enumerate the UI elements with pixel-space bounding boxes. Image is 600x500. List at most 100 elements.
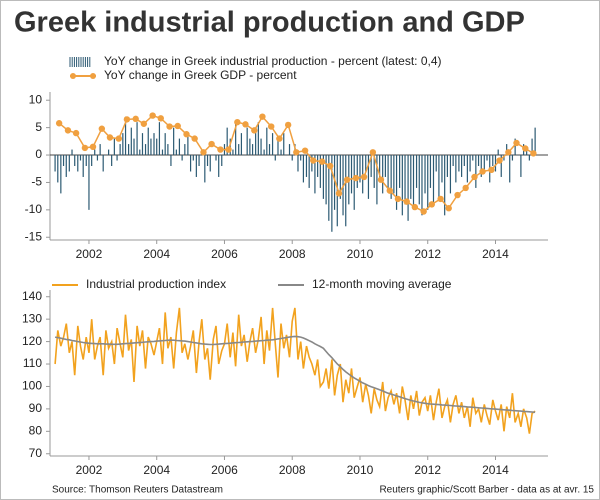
bar <box>255 133 257 156</box>
marker <box>462 184 469 192</box>
marker <box>377 176 385 183</box>
bar <box>204 155 206 183</box>
bar <box>187 133 189 156</box>
y-tick-label: 0 <box>35 147 42 161</box>
marker <box>445 205 452 212</box>
bar <box>99 144 101 156</box>
legend-label: Industrial production index <box>86 277 226 291</box>
bar <box>195 155 197 177</box>
marker <box>64 127 72 134</box>
line <box>54 335 536 414</box>
bar <box>113 138 115 156</box>
bar <box>353 155 355 210</box>
bar <box>339 155 341 199</box>
bar <box>119 144 121 156</box>
bar <box>356 155 358 188</box>
bar <box>221 155 223 166</box>
marker <box>318 158 326 165</box>
y-tick-label: 80 <box>29 423 43 437</box>
marker <box>471 173 478 181</box>
bar <box>526 149 528 156</box>
bar <box>232 149 234 156</box>
marker <box>149 112 156 119</box>
bar <box>122 133 124 156</box>
bar <box>156 138 158 156</box>
marker <box>326 162 334 170</box>
x-tick-label: 2004 <box>143 463 170 477</box>
bar <box>141 133 144 156</box>
bar <box>85 155 87 166</box>
marker <box>89 143 97 151</box>
marker <box>411 203 419 211</box>
bar <box>175 149 177 156</box>
bar <box>452 155 454 166</box>
y-tick-label: 130 <box>22 311 42 325</box>
bar <box>62 155 65 166</box>
bar <box>212 155 214 156</box>
x-tick-label: 2008 <box>279 463 306 477</box>
bar <box>57 155 59 183</box>
bar <box>192 155 194 161</box>
marker <box>530 150 537 157</box>
bar <box>534 127 536 156</box>
bar <box>271 133 274 156</box>
x-tick-label: 2014 <box>482 247 509 261</box>
chart-title: Greek industrial production and GDP <box>14 7 525 39</box>
bar <box>158 122 161 156</box>
marker <box>428 201 435 208</box>
y-tick-label: -5 <box>31 175 42 189</box>
bar <box>418 155 420 205</box>
line <box>54 307 536 434</box>
bar <box>285 155 288 156</box>
bar <box>472 155 474 161</box>
y-tick-label: 5 <box>35 120 42 134</box>
marker <box>488 166 495 174</box>
bar <box>257 122 259 156</box>
bar <box>475 155 477 188</box>
bar <box>88 155 90 210</box>
marker <box>81 144 89 152</box>
bar <box>249 138 251 156</box>
bar <box>198 155 200 166</box>
bar <box>395 155 398 210</box>
legend-swatch <box>70 73 76 79</box>
bar <box>167 144 169 156</box>
marker <box>174 122 181 130</box>
bar <box>178 138 181 156</box>
marker <box>284 121 292 129</box>
bar <box>429 155 432 188</box>
x-tick-label: 2002 <box>76 247 103 261</box>
y-tick-label: 140 <box>22 289 42 303</box>
y-tick-label: 110 <box>23 356 42 370</box>
bar <box>438 155 440 199</box>
bar <box>235 122 237 156</box>
bar <box>412 155 415 210</box>
legend-label: 12-month moving average <box>312 277 452 291</box>
bar <box>297 155 299 172</box>
y-tick-label: 120 <box>22 334 42 348</box>
bar <box>164 133 166 156</box>
marker <box>496 157 503 164</box>
bar <box>509 155 511 183</box>
bar <box>446 155 448 177</box>
bar <box>399 155 401 188</box>
marker <box>217 146 224 153</box>
bar <box>105 155 107 156</box>
marker <box>157 115 164 122</box>
bar <box>331 155 333 232</box>
bar <box>511 155 514 161</box>
bar <box>91 155 93 166</box>
bar <box>319 155 321 188</box>
bar <box>492 155 494 166</box>
y-tick-label: -15 <box>25 229 43 243</box>
bar <box>520 155 522 177</box>
bar <box>415 155 418 188</box>
marker <box>200 149 207 156</box>
marker <box>352 174 360 182</box>
bar <box>251 144 254 156</box>
bar <box>308 155 310 188</box>
marker <box>115 135 122 142</box>
bar <box>365 155 367 172</box>
bar <box>317 155 319 177</box>
bar <box>124 116 127 156</box>
